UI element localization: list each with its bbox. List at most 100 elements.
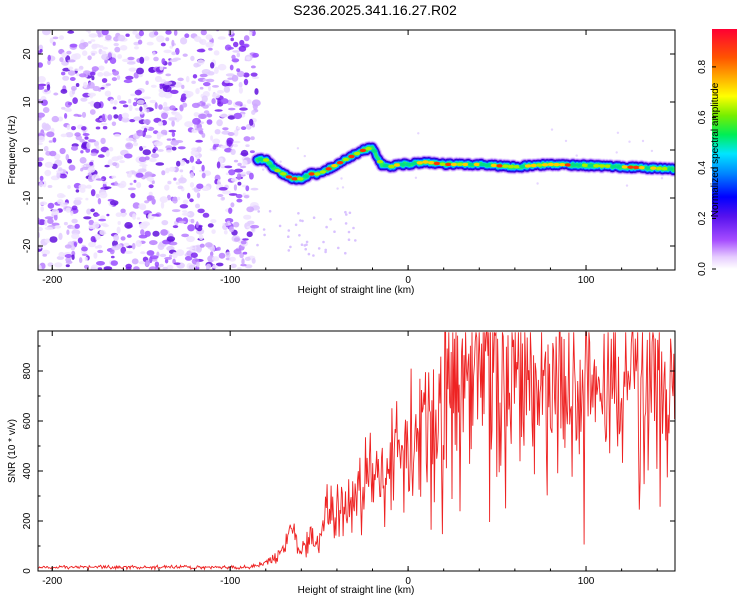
noise-speckle [51,208,60,216]
ridge-hotspot [376,160,384,164]
noise-speckle [354,239,357,242]
noise-speckle [41,249,51,255]
noise-speckle [118,184,126,189]
noise-speckle [58,251,65,258]
snr-x-axis: -200 -100 0 100 [42,331,658,587]
noise-speckle [78,184,87,190]
y-tick-label: 800 [22,362,33,379]
noise-speckle [151,213,160,217]
noise-speckle [199,86,204,90]
noise-speckle [101,30,109,36]
noise-speckle [59,35,64,40]
noise-speckle [347,238,351,241]
noise-speckle [251,258,256,264]
noise-speckle [303,154,306,158]
noise-speckle [164,184,170,191]
noise-speckle [81,246,88,252]
ridge-hotspot [553,162,560,167]
noise-speckle [236,198,243,203]
noise-speckle [233,159,239,163]
noise-speckle [192,74,198,79]
noise-speckle [130,93,137,97]
noise-speckle [194,127,204,131]
ridge-hotspot [257,157,264,162]
noise-speckle [336,187,339,190]
noise-speckle [49,37,54,44]
noise-speckle [225,73,235,77]
ridge-hotspot [262,158,270,162]
x-tick-label: 100 [578,576,595,587]
noise-speckle [70,53,78,61]
noise-speckle [46,84,51,91]
spectrogram-y-label: Frequency (Hz) [7,116,18,185]
noise-speckle [166,149,172,153]
noise-speckle [47,185,53,188]
noise-speckle [68,66,74,71]
noise-speckle [138,30,144,37]
ridge-hotspot [502,164,509,168]
noise-speckle [172,225,179,229]
ridge-hotspot [576,163,583,167]
ridge-hotspot [382,163,389,168]
noise-speckle [98,65,105,71]
noise-speckle [165,167,170,174]
noise-speckle [124,250,133,254]
noise-speckle [189,182,195,188]
noise-speckle [225,172,229,176]
noise-speckle [240,171,247,175]
noise-speckle [160,79,167,83]
noise-speckle [169,45,173,49]
noise-speckle [119,160,125,164]
noise-speckle [200,30,207,36]
noise-speckle [164,258,169,264]
noise-speckle [230,263,237,268]
noise-speckle [243,195,250,199]
noise-speckle [198,234,204,241]
noise-speckle [190,55,195,62]
noise-speckle [149,255,159,260]
ridge-hotspot [274,169,281,173]
noise-speckle [113,114,119,119]
noise-speckle [90,208,95,213]
noise-speckle [186,235,195,243]
noise-speckle [84,136,89,140]
noise-speckle [251,76,260,79]
noise-speckle [101,53,110,61]
noise-speckle [211,229,216,235]
noise-speckle [171,131,176,137]
ridge-hotspot [393,163,401,167]
noise-speckle [166,138,172,141]
noise-speckle [220,98,229,105]
noise-speckle [144,56,150,61]
noise-speckle [200,38,207,46]
noise-speckle [224,222,229,226]
noise-speckle [235,194,243,199]
noise-speckle [97,154,105,158]
noise-speckle [103,71,110,77]
ridge-hotspot [365,147,372,151]
noise-speckle [134,107,140,111]
ridge-hotspot [638,166,646,170]
noise-speckle [42,253,47,257]
noise-speckle [196,261,200,268]
noise-speckle [133,179,137,183]
noise-speckle [254,88,259,95]
noise-speckle [109,99,114,105]
ridge-hotspot [445,162,452,167]
noise-speckle [250,72,258,77]
noise-speckle [123,153,133,159]
noise-speckle [111,245,121,251]
noise-speckle [120,212,126,218]
ridge-hotspot [359,148,367,153]
noise-speckle [170,139,179,146]
noise-speckle [168,129,177,133]
noise-speckle [217,63,227,71]
ridge-hotspot [547,162,554,167]
noise-speckle [213,50,220,56]
noise-speckle [236,68,241,72]
noise-speckle [172,57,181,61]
noise-speckle [207,223,214,228]
snr-frame [37,330,676,572]
noise-speckle [70,210,74,216]
